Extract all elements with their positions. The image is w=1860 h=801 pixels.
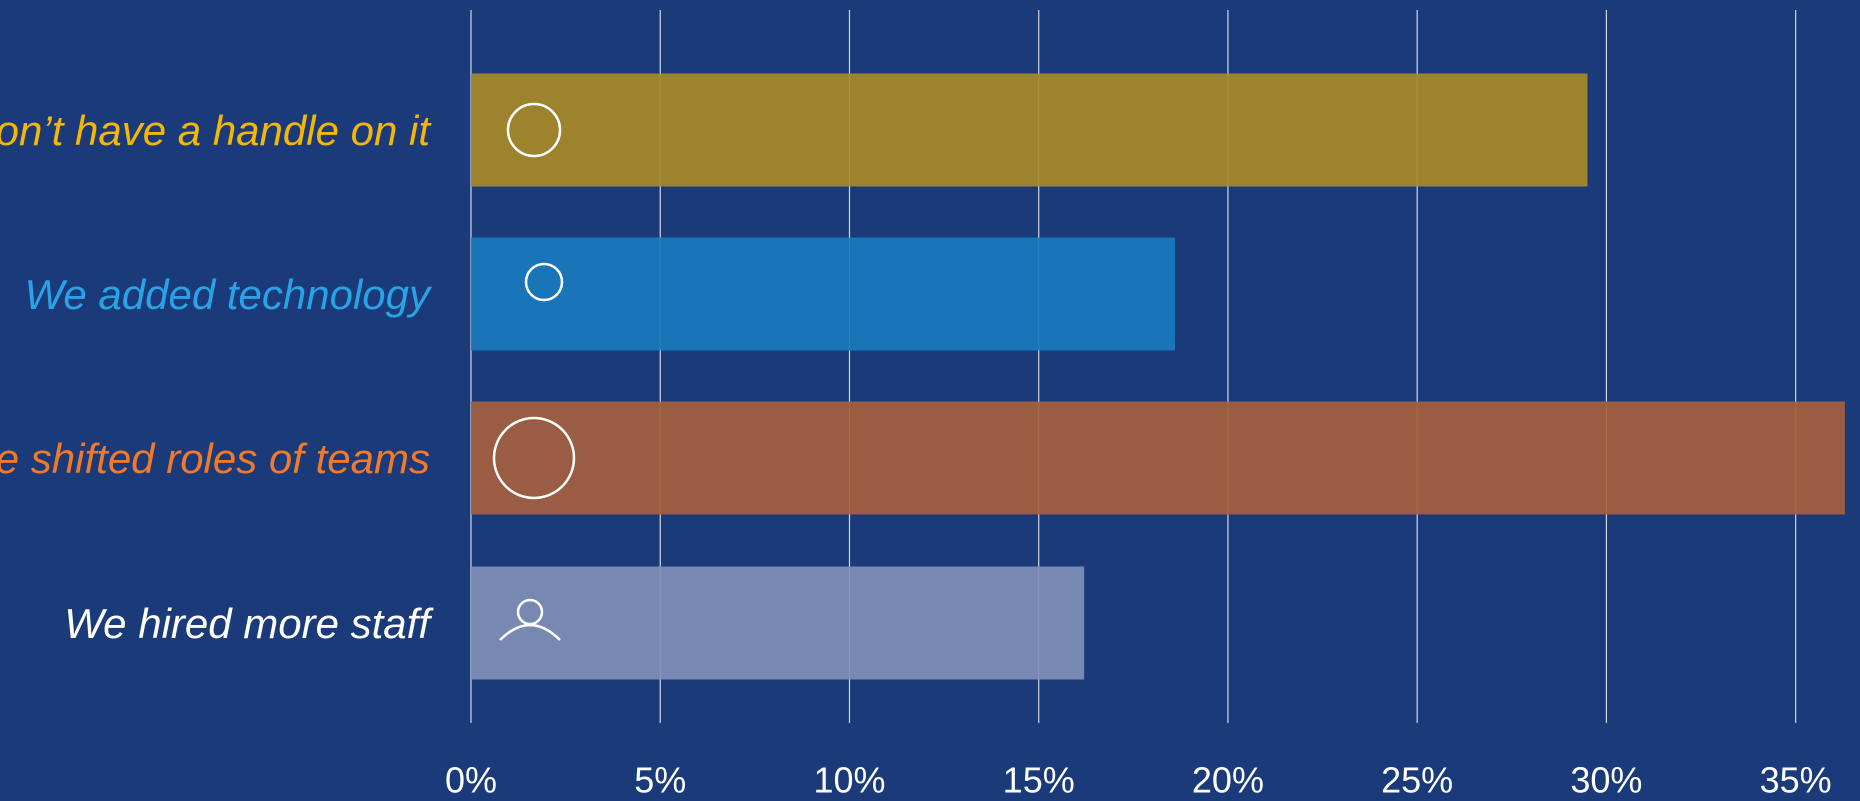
x-tick-label: 35% bbox=[1760, 760, 1832, 801]
x-tick-label: 5% bbox=[634, 760, 686, 801]
icon-head bbox=[506, 102, 562, 158]
category-label: We don’t have a handle on it bbox=[0, 107, 432, 154]
x-tick-label: 0% bbox=[445, 760, 497, 801]
icon-gear bbox=[524, 262, 564, 302]
icons bbox=[492, 102, 576, 641]
bars bbox=[471, 73, 1845, 680]
x-tick-label: 15% bbox=[1003, 760, 1075, 801]
icon-team-cycle bbox=[492, 416, 576, 500]
category-label: We added technology bbox=[24, 271, 433, 318]
x-tick-label: 10% bbox=[813, 760, 885, 801]
category-label: We hired more staff bbox=[64, 600, 434, 647]
bar bbox=[471, 73, 1588, 187]
bar bbox=[471, 237, 1175, 351]
x-tick-label: 30% bbox=[1570, 760, 1642, 801]
category-label: We shifted roles of teams bbox=[0, 435, 430, 482]
x-tick-label: 20% bbox=[1192, 760, 1264, 801]
icon-staff-body bbox=[499, 623, 561, 641]
bar bbox=[471, 401, 1845, 515]
x-tick-label: 25% bbox=[1381, 760, 1453, 801]
bar bbox=[471, 566, 1085, 680]
